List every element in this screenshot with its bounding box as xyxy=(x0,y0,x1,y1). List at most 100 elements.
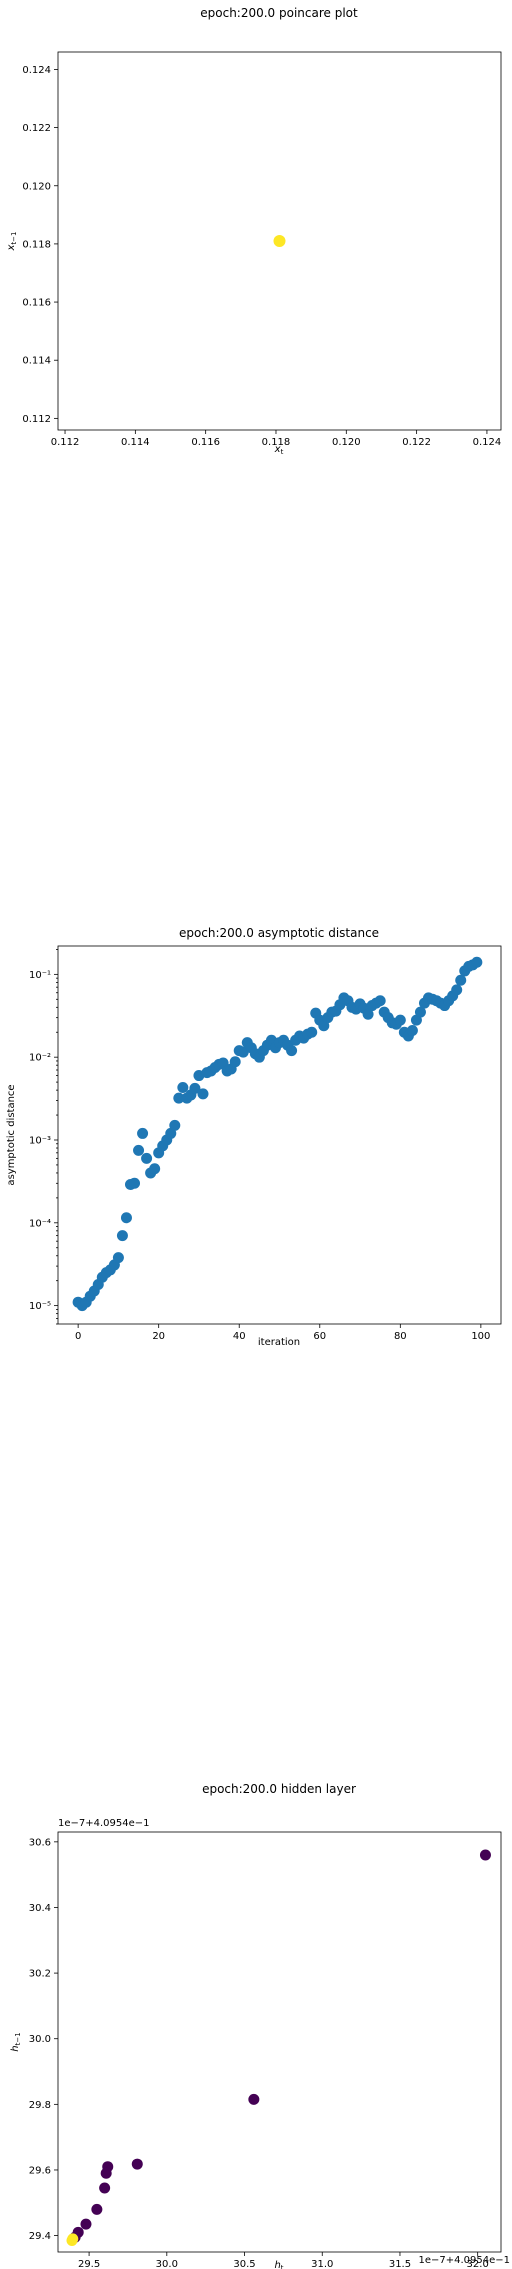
data-point-4 xyxy=(100,2167,112,2179)
x-offset-label: 1e−7+4.0954e−1 xyxy=(418,2255,510,2266)
data-point-99 xyxy=(471,956,483,968)
x-axis-label: xt xyxy=(274,444,284,456)
y-axis-label: ht−1 xyxy=(10,2032,22,2051)
data-point-19 xyxy=(149,1163,161,1175)
chart-title: epoch:200.0 asymptotic distance xyxy=(179,926,379,940)
asymptotic-distance-chart: epoch:200.0 asymptotic distance 0 20 40 60 8… xyxy=(6,926,502,1348)
data-point-14 xyxy=(129,1177,141,1189)
data-point-41 xyxy=(237,1046,249,1058)
x-tick-label: 0.118 xyxy=(262,437,291,448)
data-point-85 xyxy=(414,1006,426,1018)
y-offset-label: 1e−7+4.0954e−1 xyxy=(58,1818,150,1829)
y-tick-label: 30.6 xyxy=(29,1837,51,1848)
x-ticks: 0.112 0.114 0.116 0.118 0.120 0.122 0.124 xyxy=(51,430,502,448)
data-point-94 xyxy=(451,984,463,996)
data-point-15 xyxy=(133,1144,145,1156)
x-tick-label: 30.5 xyxy=(233,2259,255,2269)
x-tick-label: 60 xyxy=(313,1331,326,1342)
axes-frame xyxy=(57,51,502,431)
points-layer xyxy=(66,1849,491,2247)
data-point-72 xyxy=(362,1008,374,1020)
y-tick-label: 10⁻¹ xyxy=(29,970,51,981)
y-axis-label: asymptotic distance xyxy=(6,1084,17,1185)
data-point-11 xyxy=(116,1230,128,1242)
y-tick-label: 29.6 xyxy=(29,2165,51,2176)
data-point-0 xyxy=(479,1849,491,1861)
points-layer xyxy=(72,956,483,1312)
data-point-1 xyxy=(248,2093,260,2105)
data-point-25 xyxy=(173,1092,185,1104)
plot-area: 29.5 30.0 30.5 31.0 31.5 32.0 29.4 29.6 29.8 30.… xyxy=(29,1831,502,2269)
data-point-80 xyxy=(394,1014,406,1026)
y-tick-label: 29.4 xyxy=(29,2231,51,2242)
hidden-layer-chart: epoch:200.0 hidden layer 1e−7+4.0954e−1 … xyxy=(10,1782,510,2269)
y-tick-label: 0.120 xyxy=(22,181,51,192)
x-tick-label: 32.0 xyxy=(467,2259,489,2269)
plot-area: 0.112 0.114 0.116 0.118 0.120 0.122 0.124 0.11… xyxy=(22,51,502,448)
y-tick-label: 0.122 xyxy=(22,123,51,134)
y-tick-label: 0.118 xyxy=(22,239,51,250)
x-tick-label: 80 xyxy=(394,1331,407,1342)
chart-title: epoch:200.0 poincare plot xyxy=(200,6,358,20)
y-tick-label: 10⁻³ xyxy=(29,1135,51,1146)
plot-area: 0 20 40 60 80 100 10⁻⁵ 10⁻⁴ 10⁻³ 10⁻² 10⁻¹ xyxy=(29,945,502,1342)
data-point-95 xyxy=(455,974,467,986)
data-point-26 xyxy=(177,1082,189,1094)
y-tick-label: 30.4 xyxy=(29,1903,51,1914)
x-axis-label: iteration xyxy=(258,1337,300,1348)
data-point-16 xyxy=(137,1127,149,1139)
x-tick-label: 20 xyxy=(152,1331,165,1342)
y-tick-label: 0.112 xyxy=(22,414,51,425)
y-tick-label: 30.2 xyxy=(29,1969,51,1980)
data-point-10 xyxy=(112,1252,124,1264)
y-tick-label: 10⁻² xyxy=(29,1053,51,1064)
x-tick-label: 30.0 xyxy=(156,2259,178,2269)
x-ticks: 29.5 30.0 30.5 31.0 31.5 32.0 xyxy=(78,2252,489,2269)
x-tick-label: 0.122 xyxy=(402,437,431,448)
x-tick-label: 0.114 xyxy=(121,437,150,448)
x-tick-label: 0.112 xyxy=(51,437,80,448)
data-point-75 xyxy=(374,995,386,1007)
data-point-24 xyxy=(169,1119,181,1131)
x-tick-label: 0 xyxy=(75,1331,81,1342)
axes-frame xyxy=(57,945,502,1325)
data-point-31 xyxy=(197,1088,209,1100)
x-tick-label: 0.124 xyxy=(473,437,502,448)
y-ticks: 29.4 29.6 29.8 30.0 30.2 30.4 30.6 xyxy=(29,1837,58,2242)
data-point-6 xyxy=(91,2203,103,2215)
data-point-29 xyxy=(189,1082,201,1094)
data-point-53 xyxy=(286,1045,298,1057)
data-point-12 xyxy=(120,1212,132,1224)
points-layer xyxy=(273,235,286,247)
data-point-7 xyxy=(80,2218,92,2230)
data-point-0 xyxy=(273,235,286,247)
data-point-2 xyxy=(131,2158,143,2170)
data-point-11 xyxy=(66,2235,78,2247)
data-point-17 xyxy=(141,1152,153,1164)
x-axis-label: ht xyxy=(274,2260,283,2269)
x-tick-label: 31.0 xyxy=(311,2259,333,2269)
x-tick-label: 31.5 xyxy=(389,2259,411,2269)
data-point-83 xyxy=(406,1024,418,1036)
y-tick-label: 0.114 xyxy=(22,356,51,367)
x-tick-label: 0.120 xyxy=(332,437,361,448)
x-tick-label: 29.5 xyxy=(78,2259,100,2269)
axes-frame xyxy=(57,1831,502,2253)
y-tick-label: 10⁻⁴ xyxy=(29,1218,51,1229)
data-point-58 xyxy=(306,1026,318,1038)
chart-title: epoch:200.0 hidden layer xyxy=(202,1782,356,1796)
y-tick-label: 0.124 xyxy=(22,65,51,76)
y-axis-label: xt−1 xyxy=(6,232,18,252)
y-tick-label: 30.0 xyxy=(29,2034,51,2045)
y-ticks: 0.112 0.114 0.116 0.118 0.120 0.122 0.124 xyxy=(22,65,58,425)
y-tick-label: 0.116 xyxy=(22,298,51,309)
x-tick-label: 40 xyxy=(233,1331,246,1342)
data-point-5 xyxy=(99,2182,111,2194)
y-tick-label: 10⁻⁵ xyxy=(29,1301,51,1312)
poincare-plot-chart: epoch:200.0 poincare plot 0.112 0.114 0.11… xyxy=(6,6,502,456)
y-tick-label: 29.8 xyxy=(29,2100,51,2111)
data-point-39 xyxy=(229,1056,241,1068)
x-ticks: 0 20 40 60 80 100 xyxy=(75,1324,490,1342)
x-tick-label: 100 xyxy=(471,1331,490,1342)
y-ticks: 10⁻⁵ 10⁻⁴ 10⁻³ 10⁻² 10⁻¹ xyxy=(29,949,58,1325)
